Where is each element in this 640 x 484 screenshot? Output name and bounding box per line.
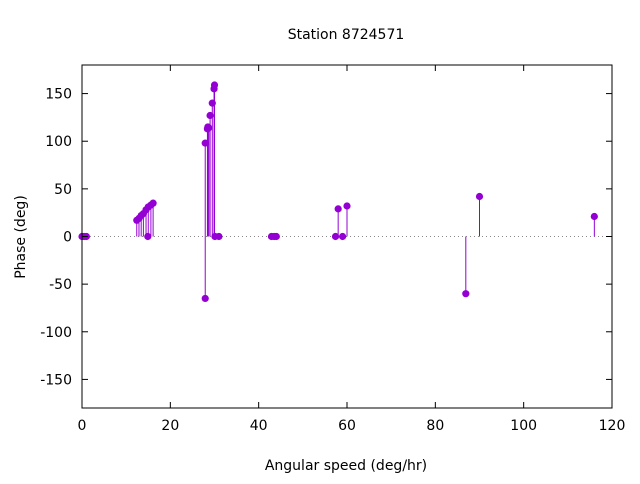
y-tick-label: 0 [63,230,72,246]
x-tick-label: 100 [510,418,537,434]
data-point [334,205,342,213]
data-markers-group [78,81,598,303]
data-point [149,199,157,207]
data-point [208,99,216,107]
data-point [210,81,219,89]
y-tick-label: -100 [40,325,72,341]
x-tick-label: 0 [78,418,87,434]
x-tick-label: 60 [338,418,356,434]
data-point [343,202,351,210]
axis-ticks-group [81,65,613,408]
y-tick-label: 100 [45,134,72,150]
x-tick-label: 80 [426,418,444,434]
y-tick-label: 50 [54,182,72,198]
data-point [201,139,209,147]
data-point [205,124,213,132]
x-tick-label: 20 [161,418,179,434]
data-point [331,232,340,241]
data-point [215,232,223,241]
plot-frame [81,64,613,409]
data-point [201,294,209,303]
y-axis-label: Phase (deg) [13,195,29,279]
chart-title: Station 8724571 [288,27,405,43]
data-point [590,212,598,221]
x-tick-label: 120 [599,418,626,434]
x-axis-label: Angular speed (deg/hr) [265,458,427,474]
y-tick-label: -150 [40,372,72,388]
data-point [206,111,214,120]
stem-lines-group [136,85,595,299]
data-point [144,232,152,241]
data-point [475,192,484,201]
data-point [462,290,470,298]
x-tick-label: 40 [250,418,268,434]
y-tick-label: -50 [49,277,72,293]
data-point [338,232,347,241]
axis-tick-labels-group: 0 20 40 60 80 100 120 -150 -100 -50 0 50 100 150 [40,87,625,434]
data-point [272,232,280,241]
y-tick-label: 150 [45,87,72,103]
